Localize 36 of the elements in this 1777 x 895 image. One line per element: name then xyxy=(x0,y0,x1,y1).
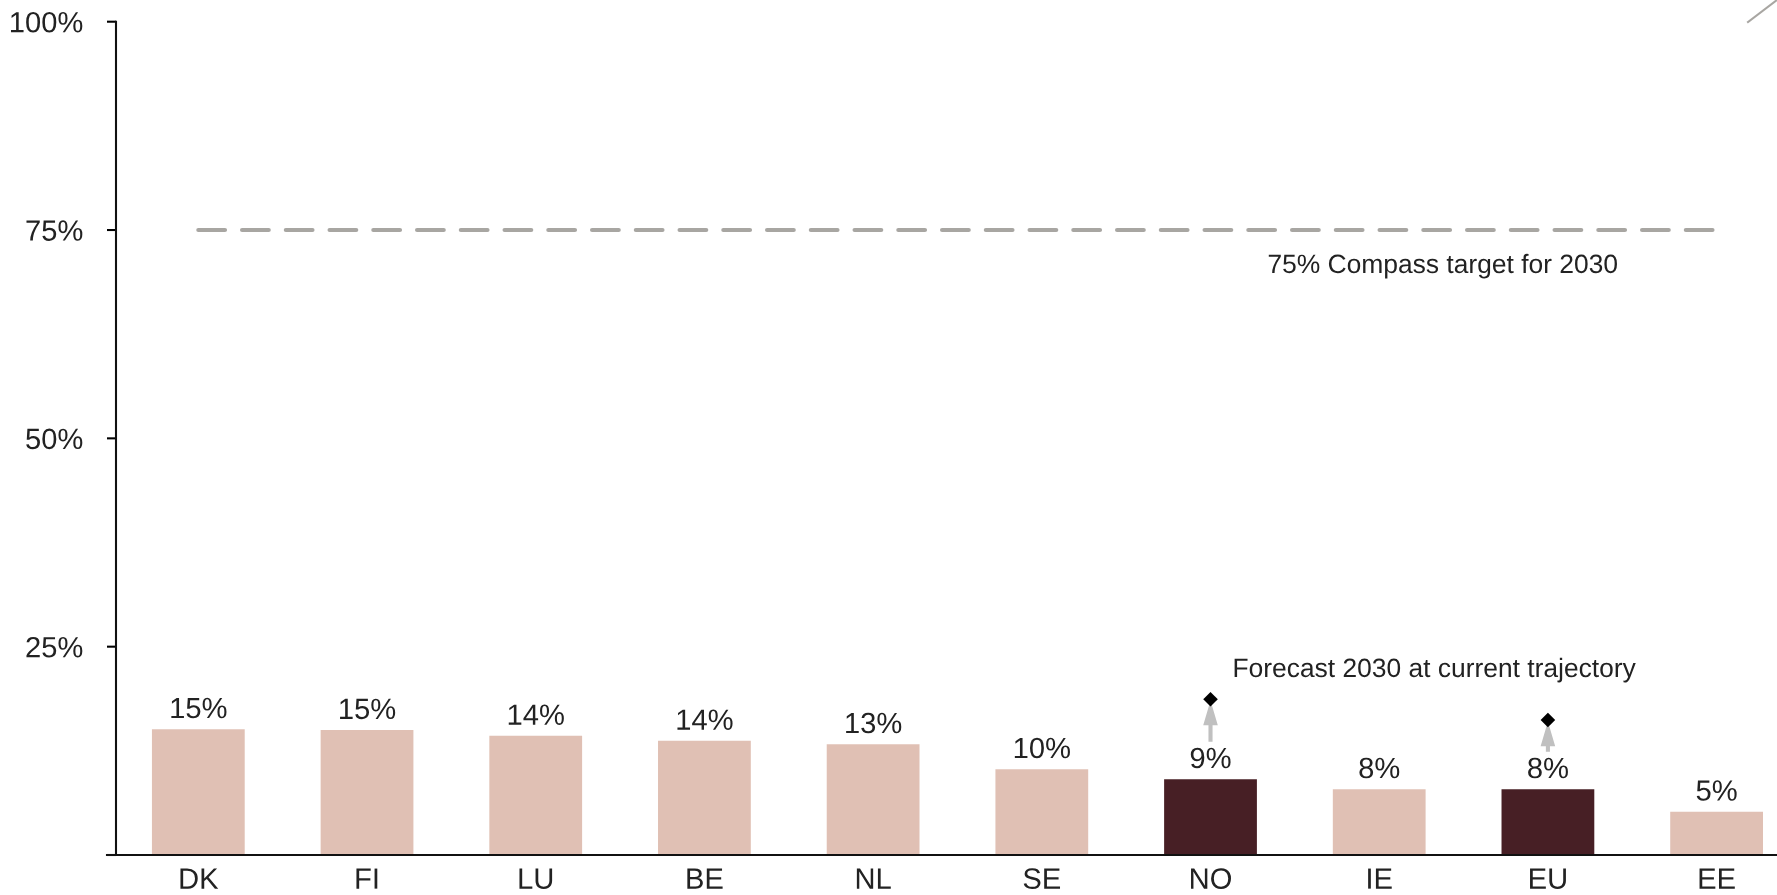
data-label: 5% xyxy=(1696,780,1737,801)
data-label: 8% xyxy=(1528,757,1568,779)
x-tick-label: EE xyxy=(1699,868,1735,889)
x-tick-label: SE xyxy=(1023,868,1061,889)
data-label: 14% xyxy=(677,709,733,730)
data-label: 9% xyxy=(1190,747,1231,769)
x-tick-label: IE xyxy=(1368,868,1392,889)
bar xyxy=(658,740,751,855)
x-tick-label: LU xyxy=(519,868,553,889)
data-label: 15% xyxy=(171,697,227,719)
x-tick-label: FI xyxy=(356,868,378,889)
bar xyxy=(1501,789,1595,855)
x-tick-label: NO xyxy=(1191,868,1231,889)
ref-line-label: 75% Compass target for 2030 xyxy=(1268,253,1617,279)
bar xyxy=(320,730,414,855)
y-tick-label: 100% xyxy=(10,11,83,33)
bar xyxy=(1164,779,1257,855)
series-label: Forecast 2030 at current trajectory xyxy=(1234,657,1636,683)
x-tick-label: BE xyxy=(687,868,723,889)
y-tick-label: 50% xyxy=(26,428,83,450)
y-tick-label: 75% xyxy=(26,220,83,241)
bar xyxy=(995,769,1089,855)
data-label: 10% xyxy=(1014,737,1070,759)
bar xyxy=(151,729,245,855)
bar xyxy=(826,744,920,855)
bar xyxy=(1332,789,1426,855)
data-label: 8% xyxy=(1359,757,1400,779)
y-tick-label: 25% xyxy=(26,636,83,658)
data-label: 14% xyxy=(508,704,564,725)
x-tick-label: EU xyxy=(1530,868,1566,889)
data-label: 13% xyxy=(846,712,902,734)
data-label: 15% xyxy=(340,698,396,720)
x-tick-label: NL xyxy=(856,868,891,889)
x-tick-label: DK xyxy=(180,868,219,889)
bar xyxy=(1670,811,1763,855)
bar xyxy=(489,735,583,855)
